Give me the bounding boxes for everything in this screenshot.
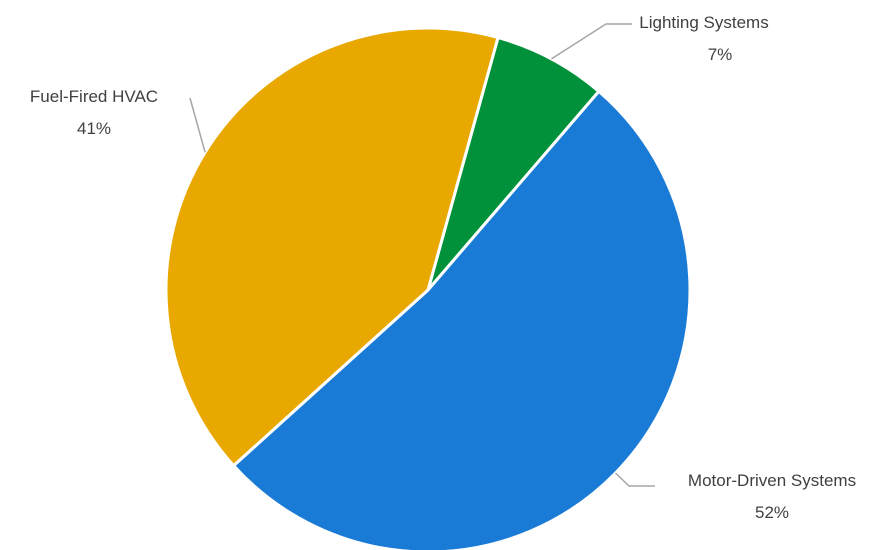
slice-name-motor-driven-systems: Motor-Driven Systems — [688, 471, 856, 490]
pie-slices — [164, 26, 692, 550]
leader-line-lighting-systems — [550, 23, 632, 60]
slice-value-fuel-fired-hvac: 41% — [77, 119, 111, 138]
leader-line-fuel-fired-hvac — [189, 97, 206, 153]
slice-lighting-systems — [426, 36, 601, 292]
slice-motor-driven-systems — [232, 89, 692, 550]
slice-name-fuel-fired-hvac: Fuel-Fired HVAC — [30, 87, 158, 106]
slice-value-lighting-systems: 7% — [708, 45, 733, 64]
leader-line-motor-driven-systems — [614, 472, 655, 487]
slice-label-lighting: Lighting Systems 7% — [639, 13, 768, 64]
slice-fuel-fired-hvac — [164, 26, 500, 468]
slice-label-motor: Motor-Driven Systems 52% — [688, 471, 856, 522]
slice-value-motor-driven-systems: 52% — [755, 503, 789, 522]
leader-lines — [189, 23, 655, 487]
slice-name-lighting-systems: Lighting Systems — [639, 13, 768, 32]
slice-label-hvac: Fuel-Fired HVAC 41% — [30, 87, 158, 138]
